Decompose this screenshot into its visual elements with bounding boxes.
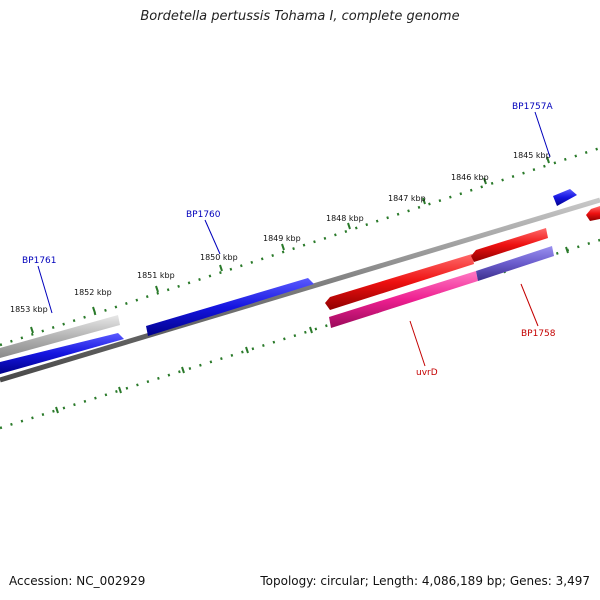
label-bp1758[interactable]: BP1758	[521, 329, 556, 339]
tick-labels: 1845 kbp 1846 kbp 1847 kbp 1848 kbp 1849…	[10, 151, 551, 314]
gene-red-2[interactable]	[471, 228, 548, 262]
leader-bp1758	[520, 283, 539, 327]
gene-red-edge[interactable]	[586, 206, 600, 221]
tick-label-1849: 1849 kbp	[263, 234, 301, 243]
label-bp1760[interactable]: BP1760	[186, 210, 221, 220]
tick-label-1852: 1852 kbp	[74, 288, 112, 297]
tick-label-1847: 1847 kbp	[388, 194, 426, 203]
leader-bp1757a	[534, 111, 551, 158]
reverse-genes	[325, 206, 600, 328]
label-bp1757a[interactable]: BP1757A	[512, 102, 554, 112]
tick-label-1853: 1853 kbp	[10, 305, 48, 314]
accession-text: Accession: NC_002929	[9, 574, 146, 588]
leader-uvrd	[409, 320, 426, 367]
gene-bp1760[interactable]	[146, 278, 314, 336]
major-ticks	[30, 156, 550, 334]
gene-bp1761-grey[interactable]	[0, 315, 120, 358]
gene-uvrd[interactable]	[329, 271, 478, 328]
label-uvrd[interactable]: uvrD	[416, 368, 438, 378]
gene-bp1761[interactable]	[0, 333, 124, 374]
genome-backbone	[0, 197, 600, 383]
genome-title: Bordetella pertussis Tohama I, complete …	[140, 9, 460, 24]
tick-label-1848: 1848 kbp	[326, 214, 364, 223]
inner-major-ticks	[55, 246, 569, 414]
label-bp1761[interactable]: BP1761	[22, 256, 57, 266]
gene-bp1757a[interactable]	[553, 189, 577, 206]
forward-genes	[0, 189, 577, 374]
tick-label-1846: 1846 kbp	[451, 173, 489, 182]
tick-label-1851: 1851 kbp	[137, 271, 175, 280]
leader-bp1761	[37, 265, 53, 314]
leader-lines	[37, 111, 551, 367]
tick-label-1850: 1850 kbp	[200, 253, 238, 262]
genome-summary: Topology: circular; Length: 4,086,189 bp…	[260, 574, 590, 588]
tick-label-1845: 1845 kbp	[513, 151, 551, 160]
gene-red-1[interactable]	[325, 254, 474, 310]
leader-bp1760	[204, 219, 221, 255]
gene-bp1758[interactable]	[476, 246, 554, 281]
gene-labels: BP1757A BP1760 BP1761 uvrD BP1758	[22, 102, 556, 378]
